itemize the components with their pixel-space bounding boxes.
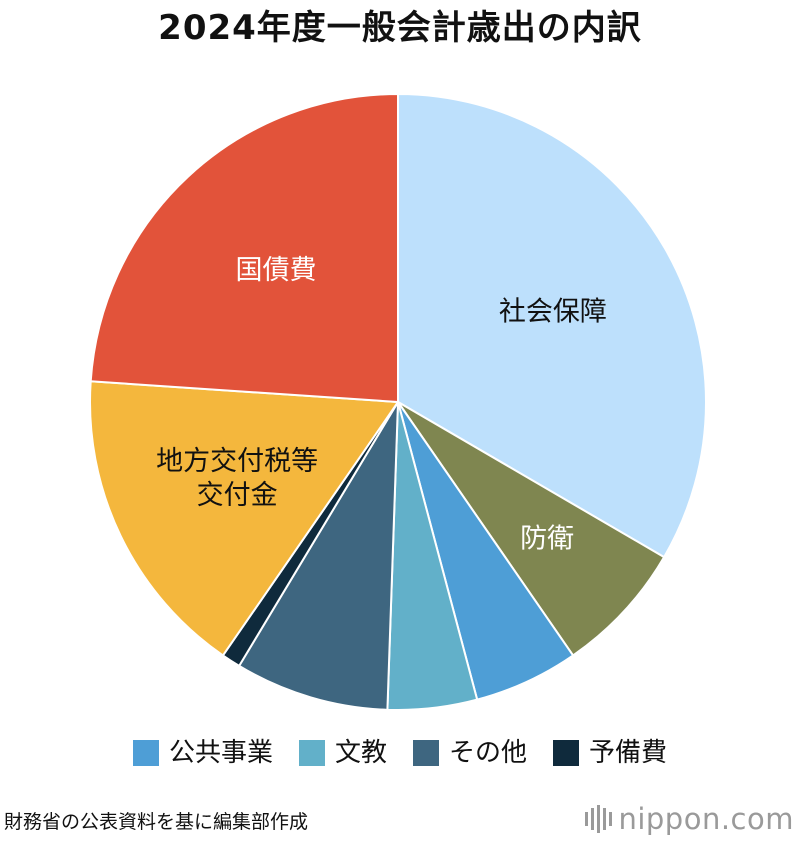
legend-swatch xyxy=(413,740,439,766)
pie-slice-kokusai xyxy=(89,93,399,403)
pie-slice-sonota xyxy=(238,401,399,711)
slice-label-chiho-2: 交付金 xyxy=(197,480,278,511)
pie-slice-shakai xyxy=(397,93,707,559)
legend-swatch xyxy=(298,740,325,766)
legend-label: その他 xyxy=(449,738,528,768)
legend-label: 予備費 xyxy=(589,738,668,768)
legend-item: 公共事業 xyxy=(132,738,273,768)
brand-name: nippon xyxy=(618,802,721,836)
legend-swatch xyxy=(553,740,580,766)
brand-logo: nippon.com xyxy=(585,802,794,836)
source-note: 財務省の公表資料を基に編集部作成 xyxy=(4,811,309,833)
legend-swatch xyxy=(132,740,159,766)
brand-wordmark: nippon.com xyxy=(618,802,794,836)
legend-label: 文教 xyxy=(334,738,387,768)
slice-label-chiho-1: 地方交付税等 xyxy=(156,446,318,477)
legend-item: 予備費 xyxy=(553,738,667,768)
legend-label: 公共事業 xyxy=(168,738,273,768)
legend-item: 文教 xyxy=(298,738,387,768)
slice-label-boei: 防衛 xyxy=(520,524,574,555)
slice-label-shakai: 社会保障 xyxy=(499,297,607,328)
brand-suffix: .com xyxy=(720,802,794,836)
slice-label-kokusai: 国債費 xyxy=(236,255,317,286)
pie-slice-chiho xyxy=(89,380,399,657)
brand-bars-icon xyxy=(585,805,613,833)
legend: 公共事業 文教 その他 予備費 xyxy=(0,733,800,773)
chart-title: 2024年度一般会計歳出の内訳 xyxy=(158,8,642,48)
legend-item: その他 xyxy=(413,738,527,768)
pie-slice-boei xyxy=(397,401,666,657)
pie-slices xyxy=(89,93,707,711)
